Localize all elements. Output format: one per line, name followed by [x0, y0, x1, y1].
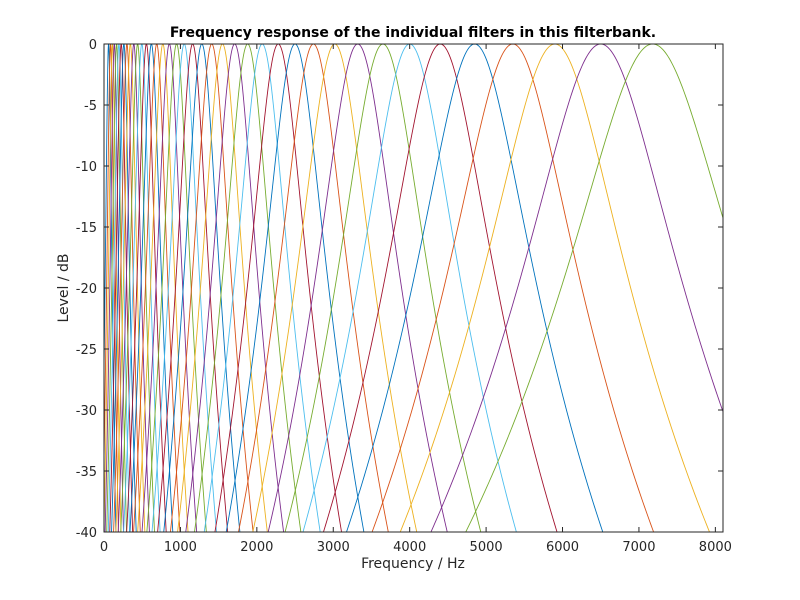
filter-curve-2500hz [225, 44, 365, 532]
y-tick-label--20: -20 [76, 282, 97, 297]
filter-curve-440hz [120, 44, 155, 532]
y-tick-label--10: -10 [76, 160, 97, 175]
filter-curve-4850hz [346, 44, 604, 532]
filter-curve-2280hz [214, 44, 342, 532]
x-tick-label-0: 0 [100, 540, 108, 555]
x-tick-label-1000: 1000 [164, 540, 197, 555]
filter-curve-3650hz [284, 44, 482, 532]
y-tick-label--30: -30 [76, 404, 97, 419]
filter-curve-165hz [106, 44, 127, 532]
x-tick-label-5000: 5000 [470, 540, 503, 555]
filter-curve-1160hz [157, 44, 229, 532]
filter-curve-4000hz [302, 44, 517, 532]
x-axis-label: Frequency / Hz [361, 556, 465, 572]
filter-curve-3320hz [267, 44, 448, 532]
filter-curve-390hz [117, 44, 150, 532]
filter-curve-2070hz [203, 44, 321, 532]
filter-curve-620hz [129, 44, 174, 532]
y-tick-label--15: -15 [76, 221, 97, 236]
y-tick-label--5: -5 [84, 99, 97, 114]
filter-curves [104, 44, 723, 532]
x-axis-ticks: 0 1000 2000 3000 4000 5000 6000 7000 8000 [100, 44, 732, 555]
filter-curve-1280hz [163, 44, 241, 532]
x-tick-label-8000: 8000 [699, 540, 732, 555]
filter-curve-225hz [109, 44, 134, 532]
y-tick-label--40: -40 [76, 526, 97, 541]
filter-curve-60hz [104, 44, 117, 532]
filter-curve-5900hz [399, 44, 710, 532]
filter-curve-6500hz [430, 44, 723, 532]
filter-curve-1410hz [169, 44, 254, 532]
x-tick-label-6000: 6000 [546, 540, 579, 555]
filter-curve-495hz [123, 44, 161, 532]
x-tick-label-4000: 4000 [393, 540, 426, 555]
x-tick-label-3000: 3000 [317, 540, 350, 555]
x-tick-label-2000: 2000 [240, 540, 273, 555]
filter-curve-2740hz [238, 44, 389, 532]
filter-curve-1880hz [194, 44, 302, 532]
filter-curve-5350hz [371, 44, 655, 532]
filter-curve-1710hz [185, 44, 285, 532]
filter-curve-555hz [126, 44, 167, 532]
chart-title: Frequency response of the individual fil… [170, 25, 656, 41]
y-axis-ticks: 0 -5 -10 -15 -20 -25 -30 -35 -40 [76, 38, 723, 541]
filter-curve-690hz [133, 44, 181, 532]
y-tick-label--35: -35 [76, 465, 97, 480]
filter-curve-85hz [104, 44, 119, 532]
filter-curve-855hz [141, 44, 198, 532]
filter-curve-7180hz [465, 44, 723, 532]
x-tick-label-7000: 7000 [622, 540, 655, 555]
y-tick-label-0: 0 [89, 38, 97, 53]
filter-curve-770hz [137, 44, 189, 532]
y-axis-label: Level / dB [56, 253, 72, 322]
y-tick-label--25: -25 [76, 343, 97, 358]
filter-curve-1550hz [177, 44, 268, 532]
filter-curve-4400hz [322, 44, 558, 532]
filter-curve-1050hz [151, 44, 217, 532]
filter-curve-3020hz [252, 44, 418, 532]
filter-curve-950hz [146, 44, 207, 532]
